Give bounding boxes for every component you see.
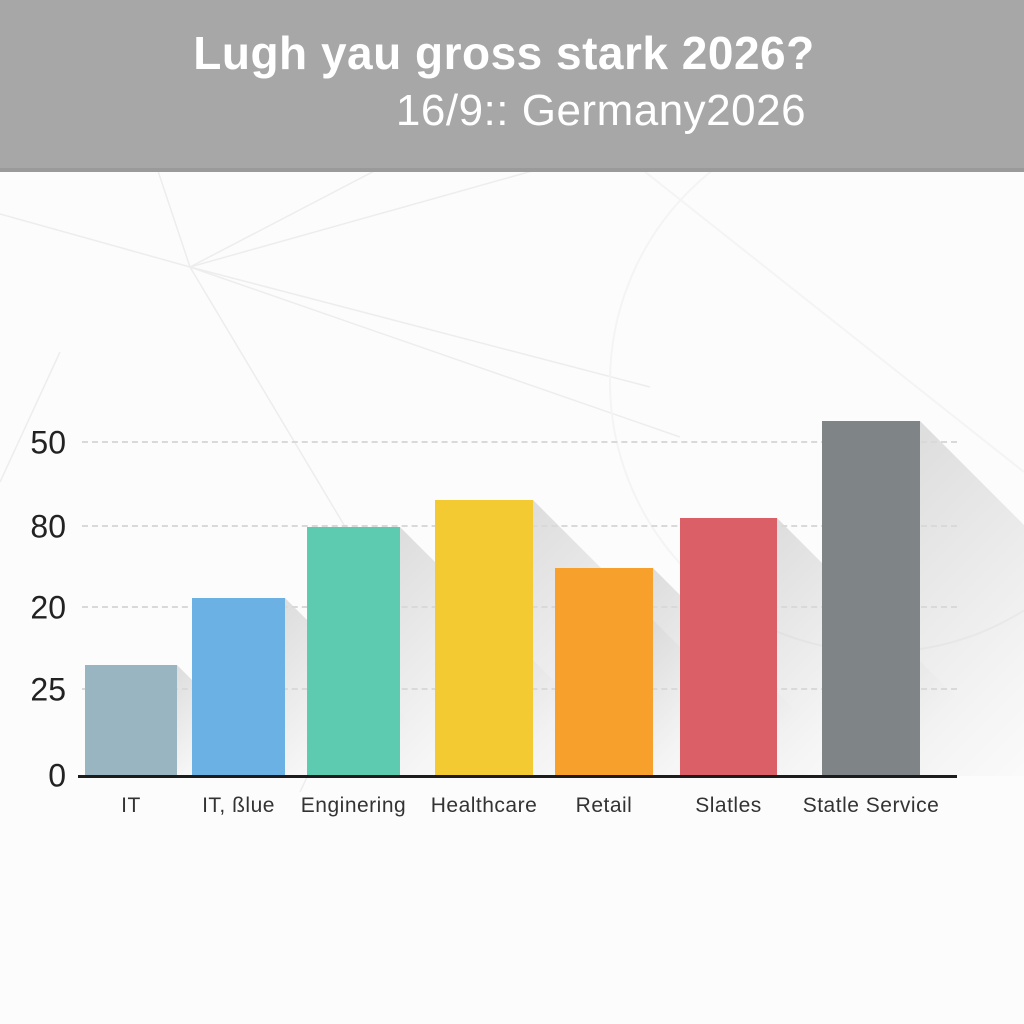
chart-title: Lugh yau gross stark 2026?: [193, 27, 815, 79]
bar-it: [85, 665, 177, 776]
bar-slatles: [680, 518, 777, 776]
x-axis-line: [78, 775, 957, 778]
bar-retail: [555, 568, 653, 776]
y-tick-label-0: 0: [48, 757, 66, 794]
bar-statle-service: [822, 421, 920, 776]
y-tick-label-2: 20: [30, 589, 66, 626]
x-axis-label-slatles: Slatles: [695, 794, 762, 817]
x-axis-label-it: IT: [121, 794, 141, 817]
bar-it-lue: [192, 598, 285, 776]
x-axis-label-enginering: Enginering: [300, 794, 407, 817]
y-axis-labels: 0 25 20 80 50: [0, 410, 70, 794]
plot-area: [78, 410, 1024, 778]
x-axis-labels: IT IT, ßlue Enginering Healthcare Retail Slat…: [78, 794, 957, 834]
y-tick-label-4: 50: [30, 424, 66, 461]
y-tick-label-3: 80: [30, 508, 66, 545]
x-axis-label-retail: Retail: [575, 794, 633, 817]
bar-enginering: [307, 527, 400, 776]
gridline-50: [82, 441, 957, 443]
x-axis-label-statle-service: Statle Service: [802, 794, 940, 817]
x-axis-label-healthcare: Healthcare: [430, 794, 538, 817]
chart-body: 0 25 20 80 50 IT IT, ßlue Enginering Healthcare…: [0, 172, 1024, 1024]
chart-header: Lugh yau gross stark 2026? 16/9:: German…: [0, 0, 1024, 172]
y-tick-label-1: 25: [30, 671, 66, 708]
x-axis-label-it-lue: IT, ßlue: [202, 794, 275, 817]
bar-healthcare: [435, 500, 533, 776]
chart-subtitle: 16/9:: Germany2026: [395, 85, 807, 135]
